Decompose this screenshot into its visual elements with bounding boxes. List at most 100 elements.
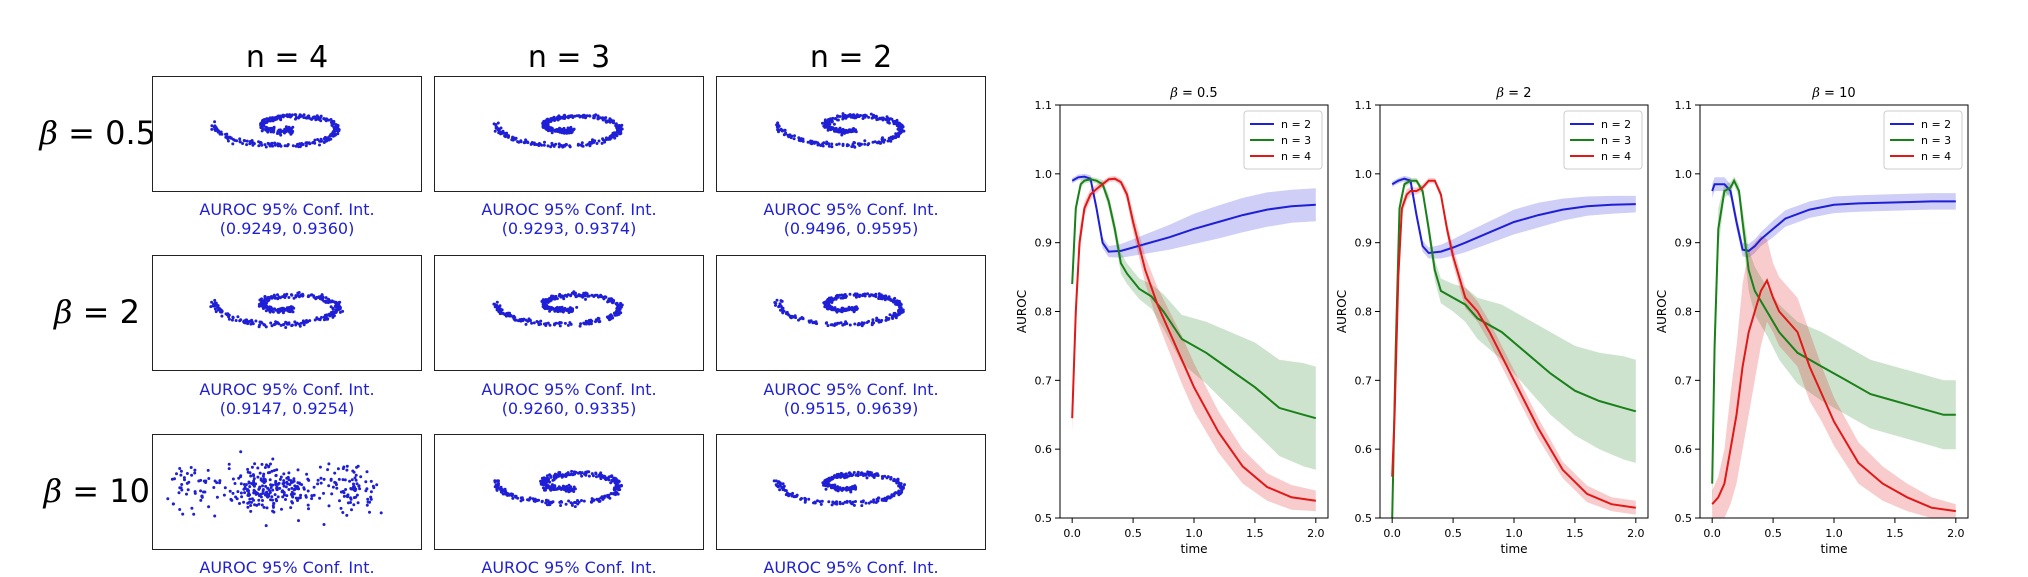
scatter-point: [291, 125, 295, 129]
scatter-point: [287, 296, 291, 299]
scatter-point: [177, 491, 181, 495]
scatter-point: [179, 486, 183, 490]
scatter-point: [234, 319, 238, 322]
scatter-point: [264, 325, 268, 329]
scatter-point: [349, 487, 353, 490]
scatter-point: [300, 143, 304, 147]
scatter-point: [858, 293, 862, 297]
scatter-point: [493, 485, 497, 489]
scatter-point: [227, 317, 231, 321]
scatter-point: [287, 488, 291, 491]
scatter-point: [595, 475, 598, 479]
scatter-point: [333, 471, 337, 475]
scatter-point: [568, 145, 572, 149]
scatter-point: [539, 481, 543, 485]
scatter-point: [901, 310, 905, 314]
scatter-point: [522, 140, 526, 144]
scatter-point: [175, 472, 178, 476]
scatter-point: [337, 301, 341, 305]
scatter-point: [886, 139, 890, 143]
scatter-point: [273, 493, 277, 497]
scatter-point: [348, 479, 352, 483]
scatter-point: [617, 131, 621, 135]
scatter-point: [308, 142, 312, 146]
scatter-point: [556, 487, 560, 490]
scatter-point: [254, 319, 258, 323]
scatter-point: [284, 128, 288, 132]
scatter-point: [231, 142, 235, 146]
scatter-point: [545, 299, 549, 303]
y-tick-label: 0.9: [1355, 237, 1373, 250]
scatter-point: [265, 490, 269, 494]
scatter-point: [238, 319, 242, 323]
scatter-point: [258, 485, 262, 489]
scatter-point: [833, 297, 837, 301]
scatter-point: [296, 486, 300, 489]
scatter-point: [223, 486, 227, 490]
beta-value: = 2: [82, 293, 140, 331]
x-tick-label: 1.0: [1505, 527, 1523, 540]
scatter-point: [257, 487, 261, 491]
scatter-point: [503, 487, 507, 491]
scatter-point: [281, 482, 285, 486]
scatter-point: [830, 323, 834, 327]
spiral-plot-r2-c2: [716, 434, 986, 550]
scatter-point: [305, 472, 309, 476]
scatter-point: [274, 481, 278, 485]
scatter-point: [263, 295, 267, 298]
scatter-point: [544, 498, 548, 502]
y-tick-label: 0.8: [1675, 306, 1693, 319]
scatter-point: [334, 133, 338, 136]
scatter-point: [538, 143, 541, 146]
x-tick-label: 0.5: [1764, 527, 1782, 540]
scatter-point: [838, 500, 842, 504]
x-axis-label: time: [1180, 542, 1207, 556]
scatter-point: [809, 141, 813, 145]
scatter-point: [199, 478, 203, 482]
scatter-point: [590, 293, 594, 297]
scatter-point: [299, 321, 303, 325]
scatter-point: [364, 480, 368, 484]
x-tick-label: 2.0: [1307, 527, 1325, 540]
scatter-point: [212, 486, 216, 489]
scatter-point: [553, 472, 557, 476]
scatter-point: [214, 126, 218, 129]
scatter-point: [379, 511, 383, 515]
scatter-point: [602, 496, 606, 500]
scatter-point: [290, 323, 294, 327]
confidence-band-n=2: [1072, 173, 1316, 258]
scatter-point: [284, 125, 288, 129]
scatter-point: [579, 294, 583, 298]
scatter-point: [262, 505, 266, 509]
scatter-point: [821, 121, 824, 125]
scatter-point: [342, 465, 346, 469]
scatter-point: [330, 132, 334, 136]
scatter-point: [210, 127, 214, 131]
scatter-point: [290, 293, 294, 297]
scatter-point: [819, 502, 823, 506]
scatter-point: [258, 471, 262, 475]
scatter-point: [531, 497, 535, 501]
scatter-point: [591, 140, 595, 144]
scatter-point: [594, 113, 598, 117]
scatter-point: [262, 118, 266, 121]
scatter-point: [243, 491, 247, 495]
scatter-point: [259, 301, 263, 305]
spiral-points: [492, 290, 624, 328]
scatter-point: [350, 508, 353, 512]
scatter-point: [327, 462, 331, 466]
scatter-point: [884, 294, 888, 298]
scatter-point: [313, 138, 317, 142]
scatter-point: [832, 122, 836, 126]
y-tick-label: 0.7: [1035, 374, 1053, 387]
scatter-point: [282, 493, 286, 497]
scatter-point: [315, 316, 319, 320]
scatter-point: [269, 498, 273, 502]
scatter-point: [556, 473, 560, 477]
scatter-point: [847, 114, 851, 117]
scatter-point: [320, 293, 324, 297]
scatter-point: [326, 468, 330, 472]
spiral-plot-r0-c0: [152, 76, 422, 192]
chart-title: β = 10: [1811, 86, 1855, 101]
scatter-point: [566, 471, 570, 475]
